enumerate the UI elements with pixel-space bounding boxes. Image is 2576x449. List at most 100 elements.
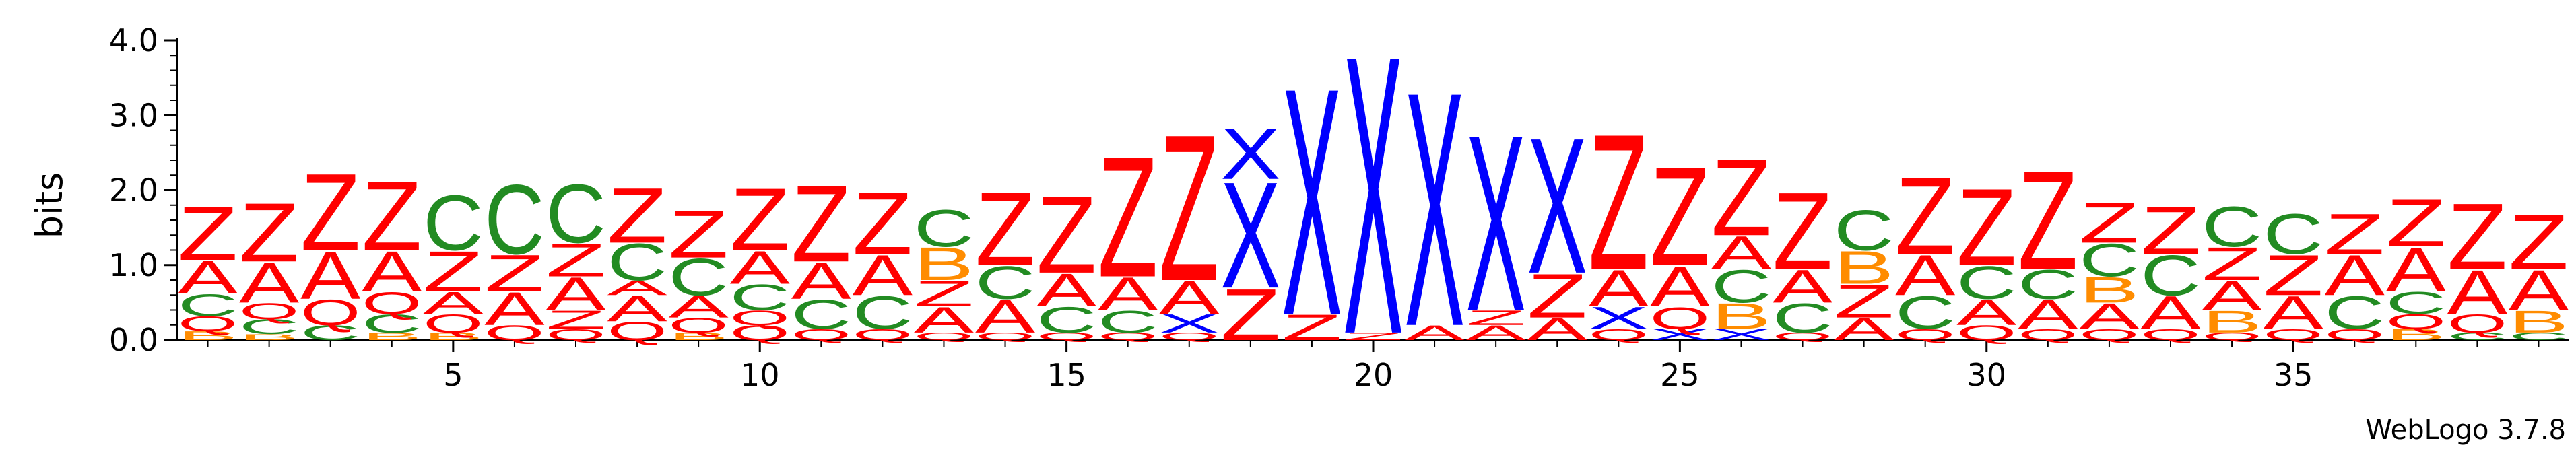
glyph-q: Q xyxy=(1589,326,1649,343)
x-axis: 5 10 15 20 25 30 35 xyxy=(177,339,2569,393)
glyph-q: Q xyxy=(791,326,851,343)
glyph-z: Z xyxy=(1650,138,1710,296)
x-tick-label: 10 xyxy=(740,357,780,393)
glyph-q: Q xyxy=(546,326,605,343)
glyph-c: C xyxy=(2202,195,2261,259)
glyph-c: C xyxy=(975,256,1035,309)
glyph-z: Z xyxy=(2386,184,2446,261)
glyph-a: A xyxy=(2140,286,2200,339)
glyph-c: C xyxy=(2447,331,2507,342)
glyph-q: Q xyxy=(2447,309,2507,339)
glyph-a: A xyxy=(1834,312,1894,347)
glyph-a: A xyxy=(1589,259,1649,318)
glyph-z: Z xyxy=(239,185,299,279)
glyph-c: C xyxy=(1036,300,1096,340)
glyph-c: C xyxy=(607,233,667,291)
glyph-a: A xyxy=(1098,267,1158,320)
glyph-z: Z xyxy=(1711,136,1771,258)
glyph-q: Q xyxy=(1159,331,1219,342)
glyph-c: C xyxy=(300,321,360,345)
glyph-z: Z xyxy=(975,170,1035,287)
glyph-z: Z xyxy=(1956,166,2016,288)
glyph-a: A xyxy=(2325,243,2385,308)
glyph-b: B xyxy=(914,237,974,290)
glyph-z: Z xyxy=(1589,95,1649,310)
glyph-a: A xyxy=(178,250,238,304)
y-tick-label: 3.0 xyxy=(109,97,158,133)
glyph-z: Z xyxy=(546,234,605,287)
glyph-a: A xyxy=(1036,263,1096,316)
glyph-c: C xyxy=(1834,198,1894,263)
glyph-a: A xyxy=(730,241,790,294)
glyph-z: Z xyxy=(300,151,360,273)
glyph-q: Q xyxy=(2140,326,2200,343)
glyph-z: Z xyxy=(791,162,851,285)
glyph-a: A xyxy=(1404,321,1465,345)
glyph-z: Z xyxy=(2509,198,2569,286)
glyph-z: Z xyxy=(669,196,729,272)
glyph-z: Z xyxy=(484,244,544,302)
glyph-c: C xyxy=(669,248,729,306)
glyph-x: X xyxy=(1466,83,1526,364)
glyph-z: Z xyxy=(546,305,605,335)
glyph-z: Z xyxy=(853,174,913,273)
glyph-a: A xyxy=(607,276,667,300)
glyph-a: A xyxy=(362,239,422,304)
glyph-z: Z xyxy=(1527,261,1587,331)
y-tick-label: 1.0 xyxy=(109,247,158,283)
glyph-a: A xyxy=(1773,260,1832,313)
glyph-z: Z xyxy=(1282,307,1342,348)
glyph-x: X xyxy=(1220,113,1280,195)
glyph-z: Z xyxy=(362,161,422,272)
glyph-a: A xyxy=(669,289,729,324)
glyph-b: B xyxy=(178,329,238,343)
glyph-a: A xyxy=(1159,271,1219,324)
glyph-z: Z xyxy=(2447,184,2507,289)
glyph-a: A xyxy=(975,289,1035,343)
glyph-q: Q xyxy=(2386,310,2446,333)
glyph-a: A xyxy=(2386,235,2446,304)
x-tick-label: 20 xyxy=(1354,357,1393,393)
glyph-a: A xyxy=(423,285,483,320)
glyph-q: Q xyxy=(300,292,360,333)
glyph-q: Q xyxy=(423,309,483,339)
glyph-q: Q xyxy=(1036,331,1096,342)
glyph-q: Q xyxy=(2018,326,2078,343)
glyph-x: X xyxy=(1282,20,1342,382)
y-tick-label: 0.0 xyxy=(109,322,158,358)
y-axis-label: bits xyxy=(28,172,71,239)
logo-stacks: BQCAZBCQAZCQAZBCQAZBQAZCQAZCQZAZCQAACZBQ… xyxy=(178,0,2569,417)
glyph-z: Z xyxy=(178,191,238,277)
glyph-c: C xyxy=(546,168,605,261)
glyph-q: Q xyxy=(853,326,913,343)
glyph-c: C xyxy=(1956,256,2016,309)
glyph-b: B xyxy=(669,331,729,342)
x-tick-label: 5 xyxy=(443,357,463,393)
x-tick-label: 25 xyxy=(1660,357,1700,393)
glyph-q: Q xyxy=(2202,331,2261,342)
glyph-q: Q xyxy=(1650,300,1710,335)
glyph-q: Q xyxy=(362,285,422,320)
glyph-q: Q xyxy=(1773,331,1832,342)
glyph-c: C xyxy=(423,180,483,267)
glyph-z: Z xyxy=(2140,192,2200,268)
glyph-x: X xyxy=(1220,151,1280,320)
glyph-z: Z xyxy=(1159,92,1219,325)
glyph-q: Q xyxy=(607,316,667,346)
glyph-q: Q xyxy=(2079,326,2139,343)
glyph-a: A xyxy=(300,238,360,314)
glyph-z: Z xyxy=(2018,141,2078,299)
